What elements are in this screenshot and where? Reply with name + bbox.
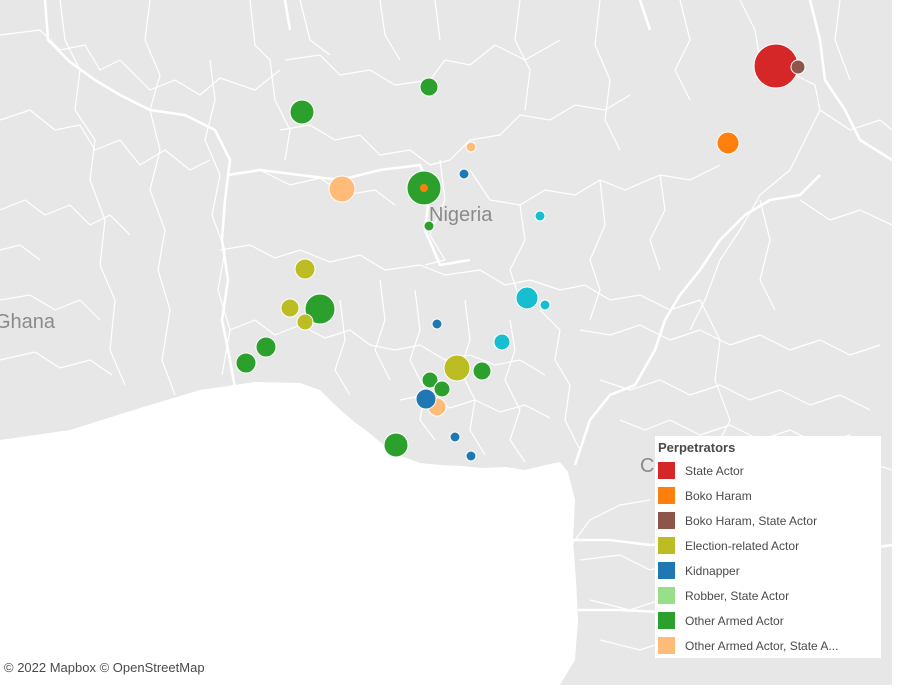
legend-swatch [658,587,675,604]
legend-swatch [658,612,675,629]
marker-election-related-actor[interactable] [280,298,300,318]
legend-label: Boko Haram [685,488,752,503]
marker-other-armed-actor[interactable] [472,361,492,381]
legend-swatch [658,537,675,554]
legend-item-boko-haram-state-actor[interactable]: Boko Haram, State Actor [658,508,881,533]
marker-kidnapper[interactable] [431,318,443,330]
marker-other-armed-actor[interactable] [383,432,409,458]
marker-other-actor-cyan[interactable] [493,333,511,351]
legend-item-boko-haram[interactable]: Boko Haram [658,483,881,508]
marker-other-armed-actor[interactable] [235,352,257,374]
legend-swatch [658,562,675,579]
incident-markers[interactable] [235,43,806,462]
marker-election-related-actor[interactable] [296,313,314,331]
marker-other-armed-actor[interactable] [419,77,439,97]
legend-item-other-armed-actor[interactable]: Other Armed Actor [658,608,881,633]
marker-other-actor-cyan[interactable] [539,299,551,311]
marker-other-armed-actor[interactable] [304,293,336,325]
country-label-ghana: Ghana [0,311,56,333]
legend-item-kidnapper[interactable]: Kidnapper [658,558,881,583]
marker-kidnapper[interactable] [465,450,477,462]
legend-swatch [658,487,675,504]
country-label-nigeria: Nigeria [429,204,493,226]
legend-label: Other Armed Actor [685,613,784,628]
marker-other-armed-actor[interactable] [421,371,439,389]
legend-swatch [658,637,675,654]
map-attribution[interactable]: © 2022 Mapbox © OpenStreetMap [4,660,205,675]
marker-other-armed-actor[interactable] [255,336,277,358]
marker-kidnapper[interactable] [458,168,470,180]
marker-other-armed-actor[interactable] [289,99,315,125]
marker-boko-haram[interactable] [716,131,740,155]
legend-label: Boko Haram, State Actor [685,513,818,528]
legend-title: Perpetrators [658,440,736,455]
marker-boko-haram-state-actor[interactable] [790,59,806,75]
marker-kidnapper[interactable] [449,431,461,443]
marker-other-armed-actor-state-actor[interactable] [328,175,356,203]
marker-boko-haram[interactable] [420,184,428,192]
marker-other-armed-actor[interactable] [423,220,435,232]
marker-other-actor-cyan[interactable] [515,286,539,310]
marker-kidnapper[interactable] [415,388,437,410]
legend-item-robber-state-actor[interactable]: Robber, State Actor [658,583,881,608]
marker-election-related-actor[interactable] [294,258,316,280]
legend-label: State Actor [685,463,744,478]
marker-election-related-actor[interactable] [443,354,471,382]
legend-item-election-related-actor[interactable]: Election-related Actor [658,533,881,558]
legend-label: Kidnapper [685,563,740,578]
legend-item-other-armed-actor-state-actor[interactable]: Other Armed Actor, State A... [658,633,881,658]
legend-swatch [658,462,675,479]
marker-other-actor-cyan[interactable] [534,210,546,222]
legend: Perpetrators State Actor Boko Haram Boko… [655,436,881,658]
marker-other-armed-actor-state-actor[interactable] [465,141,477,153]
legend-swatch [658,512,675,529]
legend-item-state-actor[interactable]: State Actor [658,458,881,483]
ocean [0,382,578,685]
legend-label: Robber, State Actor [685,588,790,603]
legend-label: Other Armed Actor, State A... [685,638,839,653]
legend-label: Election-related Actor [685,538,800,553]
marker-other-armed-actor[interactable] [433,380,451,398]
